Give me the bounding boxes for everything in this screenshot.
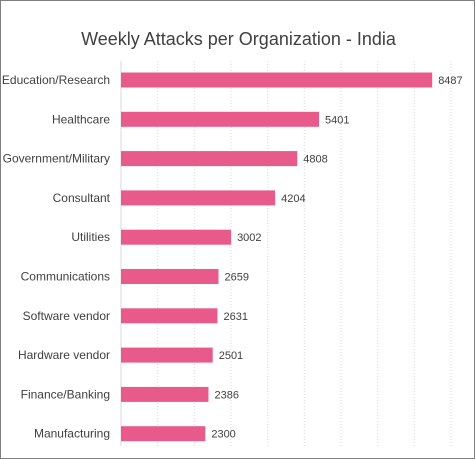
category-label: Finance/Banking	[21, 387, 110, 401]
category-label: Government/Military	[3, 152, 110, 166]
bar	[121, 347, 213, 363]
value-label: 5401	[325, 114, 349, 126]
bar	[121, 111, 320, 127]
bar	[121, 269, 219, 284]
bar	[121, 386, 209, 402]
chart-title: Weekly Attacks per Organization - India	[81, 29, 396, 49]
value-label: 2300	[211, 429, 235, 441]
category-label: Hardware vendor	[18, 348, 110, 362]
value-label: 3002	[237, 232, 261, 244]
value-label: 2659	[224, 272, 248, 284]
category-label: Consultant	[53, 191, 111, 205]
bar	[121, 426, 206, 442]
bar	[121, 190, 276, 206]
category-label: Healthcare	[52, 112, 110, 126]
value-label: 2386	[214, 389, 238, 401]
value-label: 2631	[223, 311, 247, 323]
value-label: 8487	[438, 75, 462, 87]
category-label: Software vendor	[23, 309, 110, 323]
bar	[121, 151, 298, 167]
gridlines	[157, 61, 452, 446]
category-label: Education/Research	[2, 73, 110, 87]
bar	[121, 72, 433, 88]
category-label: Manufacturing	[34, 427, 110, 441]
bar	[121, 308, 218, 324]
value-label: 4808	[303, 154, 327, 166]
value-label: 2501	[219, 350, 243, 362]
category-label: Communications	[21, 270, 110, 284]
bar	[121, 229, 232, 245]
category-label: Utilities	[71, 230, 110, 244]
value-label: 4204	[281, 193, 305, 205]
